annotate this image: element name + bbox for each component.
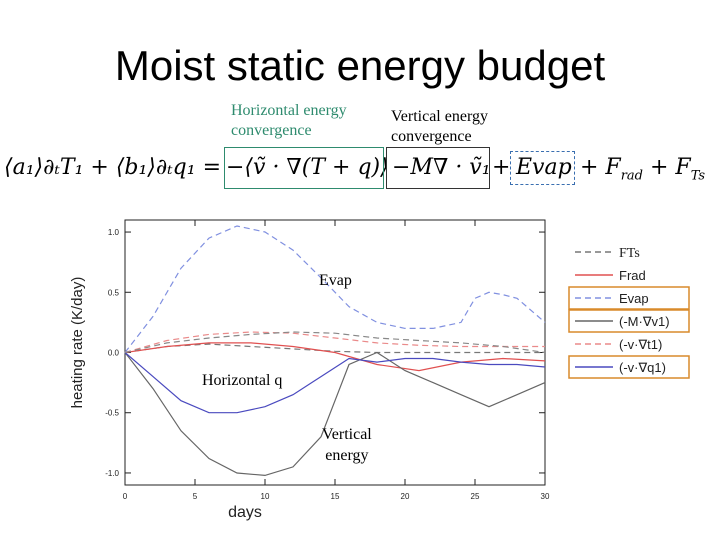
budget-equation: ⟨a₁⟩∂ₜT₁ + ⟨b₁⟩∂ₜq₁ = −⟨ṽ · ∇(T + q)⟩ −M… <box>0 145 720 195</box>
legend-highlight-box <box>568 309 690 333</box>
equation-evap-term: Evap <box>516 155 572 180</box>
equation-frad-term: + Frad + FTs <box>580 155 706 184</box>
equation-vertical-term: −M∇ · ṽ₁ <box>392 155 491 180</box>
slide-title: Moist static energy budget <box>114 42 606 89</box>
equation-horizontal-term: −⟨ṽ · ∇(T + q)⟩ <box>226 155 389 180</box>
x-tick-label: 25 <box>471 492 480 501</box>
x-axis-label: days <box>228 504 262 521</box>
series-line-1 <box>124 342 546 372</box>
series-line-0 <box>124 343 545 354</box>
x-tick-label: 15 <box>331 492 340 501</box>
x-tick-label: 0 <box>123 492 128 501</box>
vertical-energy-label: Vertical energy convergence <box>391 108 488 145</box>
equation-plus: + <box>492 155 511 180</box>
legend-label: FTs <box>619 246 640 261</box>
x-tick-label: 20 <box>401 492 410 501</box>
series-line-2 <box>124 225 546 353</box>
series-line-3 <box>124 351 546 477</box>
y-tick-label: 0.5 <box>108 288 120 297</box>
annotation-vertical-line2: energy <box>325 447 369 464</box>
y-axis-label: heating rate (K/day) <box>69 277 86 409</box>
annotation-vertical-line1: Vertical <box>322 426 372 443</box>
horizontal-term-box <box>224 147 384 189</box>
x-tick-label: 5 <box>193 492 198 501</box>
y-tick-label: -0.5 <box>105 409 119 418</box>
legend-label: (-M·∇v1) <box>619 314 670 329</box>
legend-label: (-v·∇q1) <box>619 360 666 375</box>
equation-lhs: ⟨a₁⟩∂ₜT₁ + ⟨b₁⟩∂ₜq₁ = <box>4 155 222 180</box>
legend-highlight-box <box>568 355 690 379</box>
y-tick-label: -1.0 <box>105 469 119 478</box>
series-line-4 <box>124 331 545 354</box>
x-tick-label: 10 <box>261 492 270 501</box>
vertical-term-box <box>386 147 490 189</box>
evap-term-box <box>510 151 575 185</box>
legend-label: Evap <box>619 291 649 306</box>
legend-label: (-v·∇t1) <box>619 337 662 352</box>
y-tick-label: 1.0 <box>108 228 120 237</box>
annotation-vertical-energy: Vertical energy <box>322 424 372 466</box>
annotation-horizontal-q: Horizontal q <box>202 372 283 389</box>
series-line-6 <box>124 331 546 354</box>
horizontal-energy-label: Horizontal energy convergence <box>231 102 347 139</box>
legend-highlight-box <box>568 286 690 310</box>
y-tick-label: 0.0 <box>108 349 120 358</box>
series-line-5 <box>124 352 546 414</box>
legend-label: Frad <box>619 268 646 283</box>
annotation-evap: Evap <box>319 272 352 289</box>
x-tick-label: 30 <box>541 492 550 501</box>
